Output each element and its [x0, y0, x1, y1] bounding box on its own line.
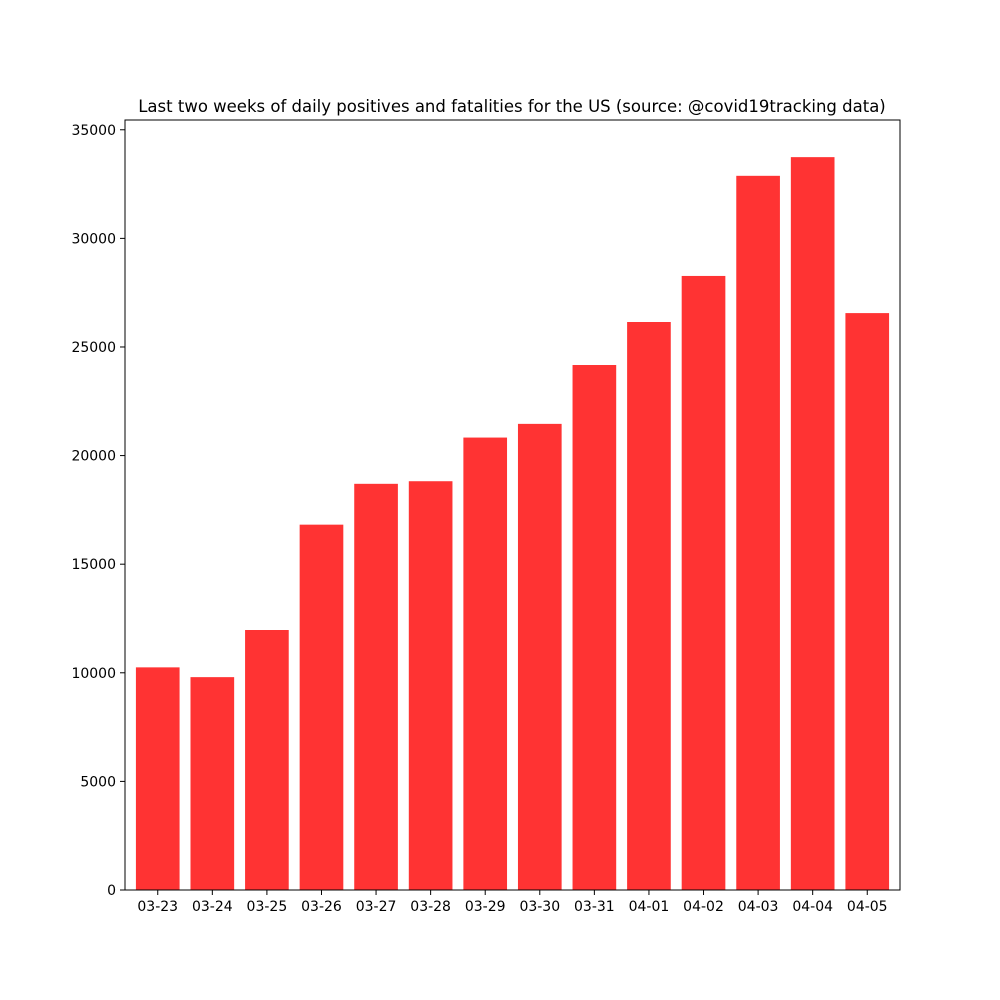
bar-03-31: [572, 365, 617, 890]
plot-frame: [124, 119, 901, 891]
bar-03-29: [463, 437, 508, 890]
y-tick-label: 0: [107, 883, 116, 899]
y-tick-label: 25000: [71, 340, 116, 356]
x-tick-label: 04-02: [683, 899, 724, 915]
x-tick-label: 03-29: [465, 899, 506, 915]
bar-04-04: [790, 157, 835, 890]
chart-title: Last two weeks of daily positives and fa…: [138, 97, 886, 116]
x-tick-label: 03-31: [574, 899, 615, 915]
bar-03-23: [135, 667, 180, 890]
y-tick-label: 15000: [71, 557, 116, 573]
x-tick-label: 03-26: [301, 899, 342, 915]
x-tick-label: 04-04: [792, 899, 833, 915]
y-tick-label: 35000: [71, 123, 116, 139]
x-tick-label: 03-30: [519, 899, 560, 915]
bar-03-24: [190, 677, 235, 890]
y-tick-label: 30000: [71, 231, 116, 247]
y-tick-label: 20000: [71, 449, 116, 465]
x-tick-label: 04-03: [738, 899, 779, 915]
bar-04-05: [845, 313, 890, 891]
x-tick-label: 03-27: [356, 899, 397, 915]
bar-04-01: [627, 322, 671, 890]
y-axis: 0 5000 10000 15000 20000 25000 30000 35000: [71, 123, 125, 899]
x-tick-label: 03-28: [410, 899, 451, 915]
x-tick-label: 04-01: [629, 899, 670, 915]
bar-04-02: [681, 275, 726, 890]
x-tick-label: 03-25: [247, 899, 288, 915]
bar-03-25: [245, 630, 289, 890]
y-tick-label: 5000: [80, 774, 116, 790]
bar-03-26: [299, 524, 344, 890]
bar-03-30: [517, 423, 562, 890]
x-axis: 03-23 03-24 03-25 03-26 03-27 03-28 03-29 03-30…: [137, 890, 888, 915]
bar-04-03: [736, 175, 780, 890]
x-tick-label: 03-23: [137, 899, 178, 915]
bar-03-27: [354, 483, 398, 890]
x-tick-label: 04-05: [847, 899, 888, 915]
bars-group: [135, 157, 890, 891]
y-tick-label: 10000: [71, 666, 116, 682]
x-tick-label: 03-24: [192, 899, 233, 915]
bar-03-28: [408, 481, 453, 890]
